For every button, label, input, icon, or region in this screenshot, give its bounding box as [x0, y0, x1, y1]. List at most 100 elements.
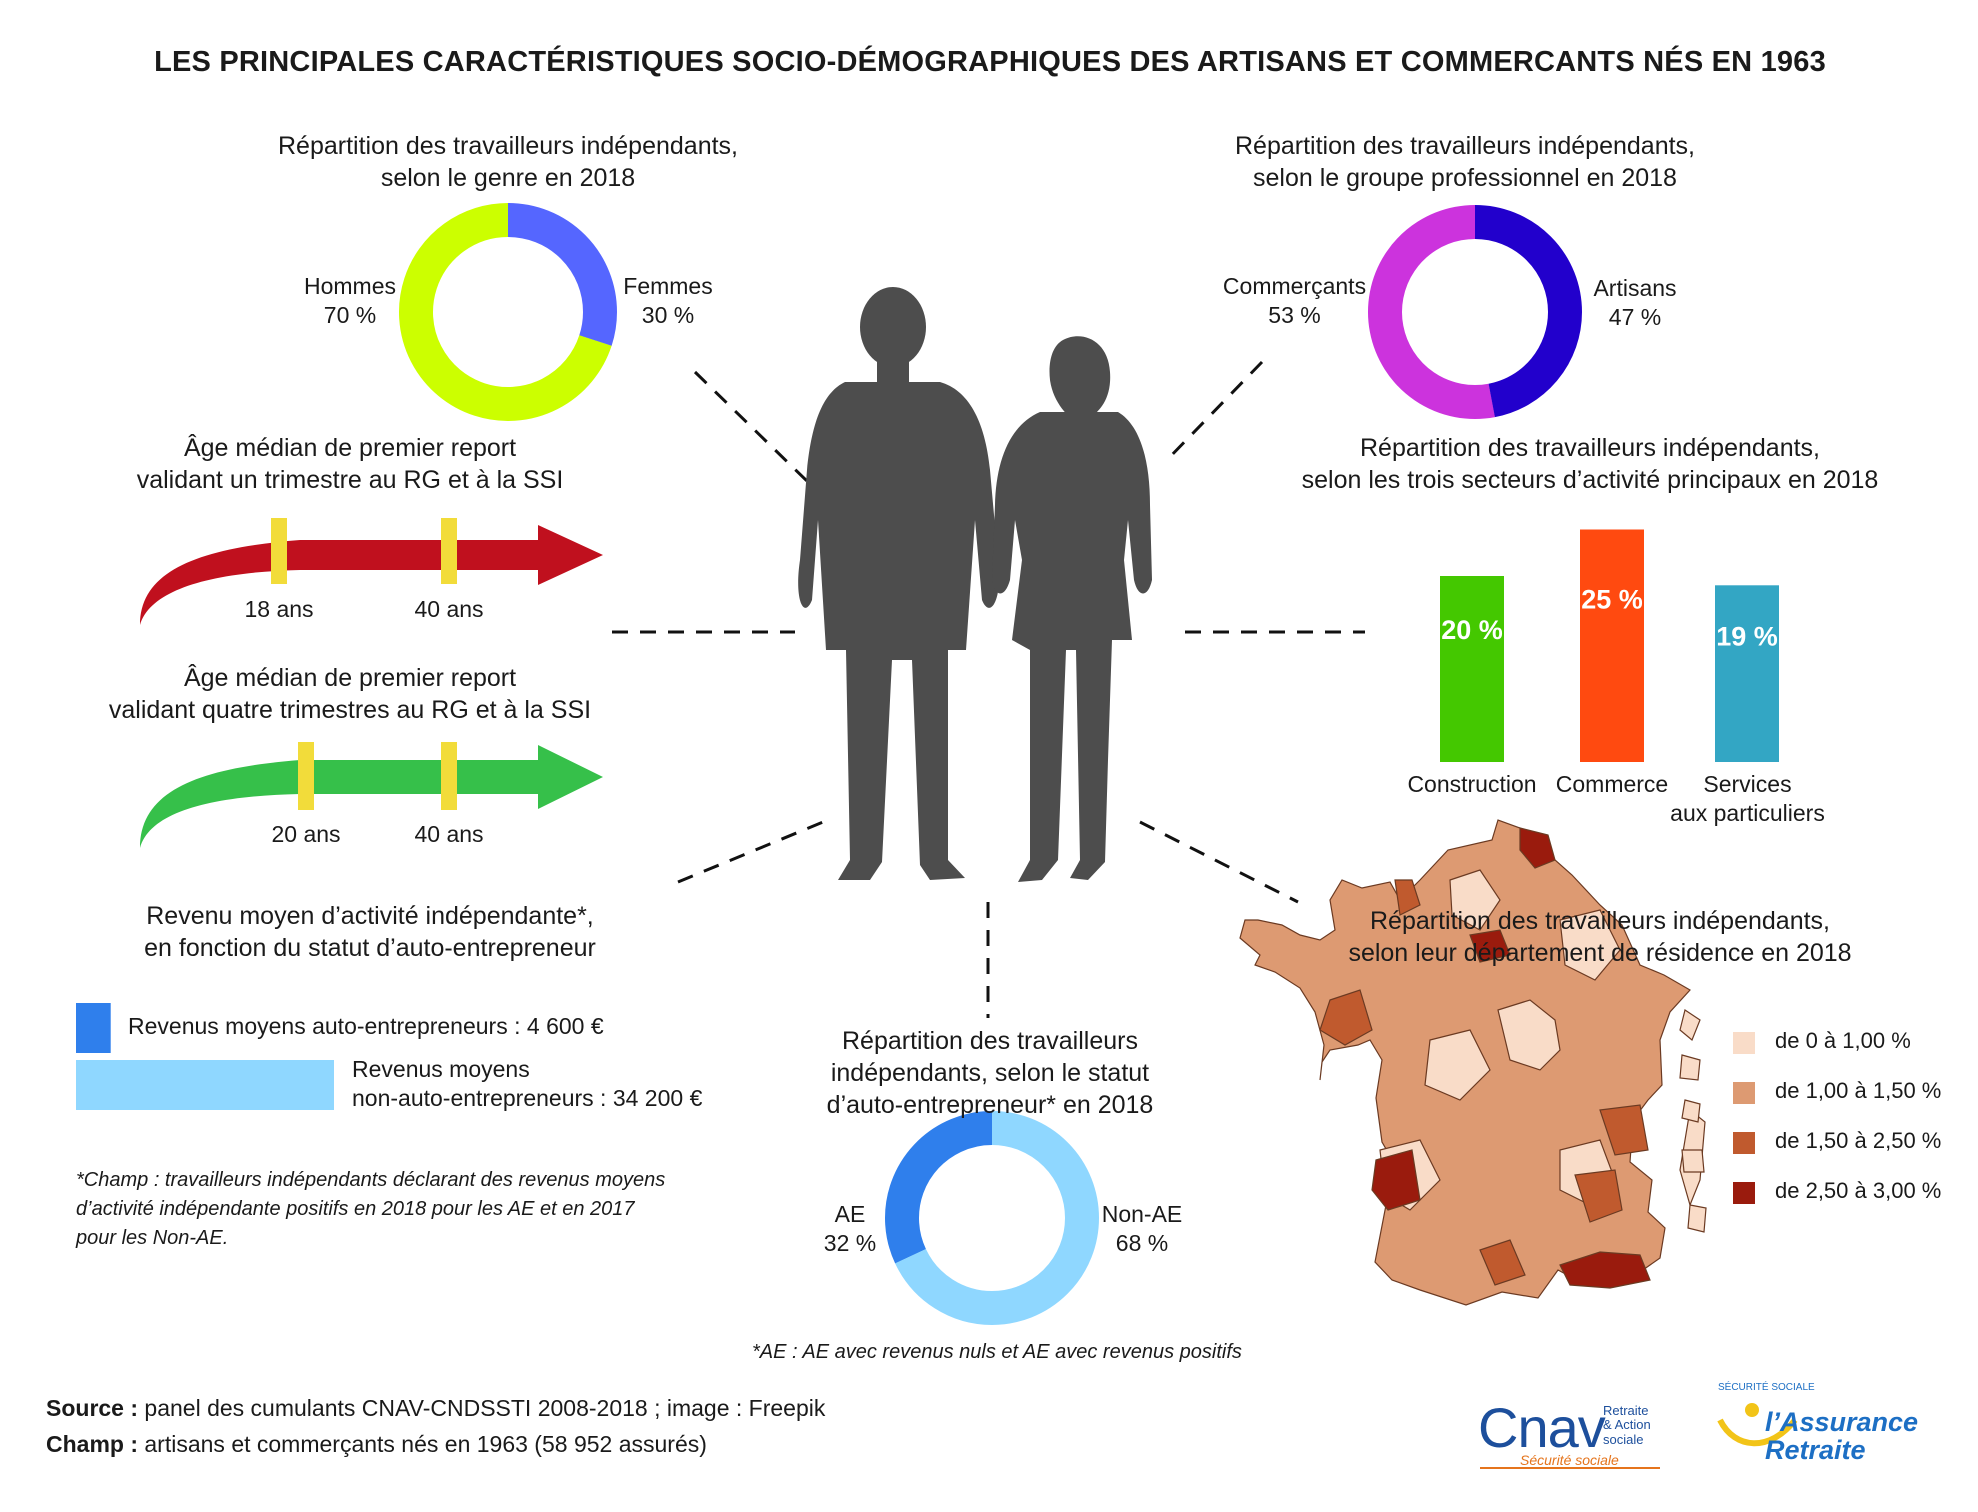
source-text: panel des cumulants CNAV-CNDSSTI 2008-20… [138, 1395, 826, 1421]
map-zone-mid-5 [1479, 1239, 1526, 1286]
silhouettes [798, 287, 1152, 882]
departement-title-line-2: selon leur département de résidence en 2… [1348, 939, 1852, 967]
france-map [1239, 819, 1707, 1306]
map-zone-mid-1 [1394, 879, 1421, 916]
label-hommes: Hommes [303, 273, 396, 299]
legend-label-1: de 0 à 1,00 % [1775, 1028, 1911, 1053]
donut-slice-nonae [885, 1111, 1099, 1325]
age1-marker-label-1: 18 ans [244, 596, 314, 622]
statut-ae-label: AE 32 % [800, 1200, 900, 1259]
groupe-artisans-label: Artisans 47 % [1575, 274, 1695, 333]
secteurs-title: Répartition des travailleurs indépendant… [1240, 432, 1940, 496]
value-hommes: 70 % [323, 302, 377, 329]
arrow-red-shape [140, 525, 603, 625]
age-quatre-trimestres-title: Âge médian de premier report validant qu… [70, 662, 630, 726]
map-zone-dark-paca [1559, 1251, 1651, 1289]
statut-footnote: *AE : AE avec revenus nuls et AE avec re… [752, 1341, 1242, 1363]
groupe-commercants-label: Commerçants 53 % [1212, 272, 1377, 331]
revenu-footnote: *Champ : travailleurs indépendants décla… [76, 1166, 665, 1253]
age-un-trimestre-title: Âge médian de premier report validant un… [90, 432, 610, 496]
marker-age-40b [441, 742, 457, 810]
label-commercants: Commerçants [1222, 273, 1367, 299]
legend-swatch-2 [1733, 1082, 1755, 1104]
donut-genre [399, 203, 617, 421]
map-zone-light-4 [1449, 869, 1501, 931]
legend-swatch-1 [1733, 1032, 1755, 1054]
arrow-age-quatre-trimestres [140, 742, 603, 848]
silhouette-woman [992, 336, 1152, 882]
statut-title-line-3: d’auto-entrepreneur* en 2018 [826, 1091, 1154, 1119]
label-ae: AE [834, 1201, 866, 1227]
map-zone-light-3 [1559, 909, 1621, 981]
bar-value-services: 19 % [1716, 621, 1778, 651]
map-zone-light-2 [1424, 1029, 1491, 1101]
genre-title-line-1: Répartition des travailleurs indépendant… [278, 132, 738, 160]
category-services-line-1: Services [1703, 771, 1792, 797]
groupe-title: Répartition des travailleurs indépendant… [1175, 130, 1755, 194]
bar-revenu-ae [76, 1003, 111, 1053]
map-zone-light-1 [1497, 999, 1561, 1071]
footer-champ: Champ : artisans et commerçants nés en 1… [46, 1428, 707, 1461]
revenu-ae-label: Revenus moyens auto-entrepreneurs : 4 60… [128, 1013, 604, 1039]
revenu-bars [76, 1003, 334, 1110]
map-zone-dark-nord [1519, 827, 1556, 869]
assurance-retraite-swoosh-icon [1717, 1418, 1798, 1447]
genre-femmes-label: Femmes 30 % [608, 272, 728, 331]
champ-text: artisans et commerçants nés en 1963 (58 … [138, 1431, 707, 1457]
connector-lines [612, 360, 1365, 1018]
groupe-title-line-1: Répartition des travailleurs indépendant… [1235, 132, 1695, 160]
revenu-title: Revenu moyen d’activité indépendante*, e… [90, 900, 650, 964]
category-commerce: Commerce [1555, 771, 1669, 797]
age1-title-line-1: Âge médian de premier report [183, 434, 517, 462]
age4-title-line-2: validant quatre trimestres au RG et à la… [108, 696, 592, 724]
assurance-retraite-logo: l’Assurance Retraite [1765, 1408, 1918, 1465]
main-title: LES PRINCIPALES CARACTÉRISTIQUES SOCIO-D… [154, 46, 1826, 78]
cnav-sub-line-1: Retraite [1603, 1403, 1649, 1418]
revenu-note-line-1: *Champ : travailleurs indépendants décla… [76, 1169, 666, 1191]
map-zone-dark-gironde [1371, 1149, 1421, 1211]
secteurs-title-line-2: selon les trois secteurs d’activité prin… [1301, 466, 1879, 494]
assurance-retraite-dot-icon [1745, 1403, 1759, 1417]
map-zone-mid-3 [1574, 1169, 1623, 1223]
revenu-note-line-2: d’activité indépendante positifs en 2018… [76, 1198, 635, 1220]
bar-construction [1440, 576, 1504, 762]
donut-statut [885, 1111, 1099, 1325]
map-overseas [1679, 1009, 1707, 1233]
cnav-logo-subtitle: Retraite & Action sociale [1603, 1403, 1651, 1447]
legend-label-3: de 1,50 à 2,50 % [1775, 1128, 1942, 1153]
assurance-retraite-line-1: l’Assurance [1765, 1407, 1919, 1437]
age1-marker-label-2: 40 ans [414, 596, 484, 622]
bar-commerce [1580, 529, 1644, 762]
marker-age-40 [441, 518, 457, 584]
revenu-title-line-1: Revenu moyen d’activité indépendante*, [146, 902, 594, 930]
cnav-securite-sociale: Sécurité sociale [1520, 1452, 1619, 1468]
donut-slice-artisans [1368, 205, 1582, 419]
bar-value-commerce: 25 % [1581, 585, 1643, 615]
arrow-green-shape [140, 745, 603, 848]
age4-marker-label-2: 40 ans [414, 821, 484, 847]
age4-title-line-1: Âge médian de premier report [183, 664, 517, 692]
legend-label-4: de 2,50 à 3,00 % [1775, 1178, 1942, 1203]
footer-source: Source : panel des cumulants CNAV-CNDSST… [46, 1392, 825, 1425]
legend-swatch-4 [1733, 1182, 1755, 1204]
assurance-retraite-line-2: Retraite [1765, 1435, 1866, 1466]
bar-revenu-nonae [76, 1060, 334, 1110]
donut-groupe [1368, 205, 1582, 419]
category-services: Services aux particuliers [1660, 770, 1835, 829]
category-services-line-2: aux particuliers [1670, 800, 1825, 827]
marker-age-20 [298, 742, 314, 810]
champ-label: Champ : [46, 1431, 138, 1457]
secteurs-bar-chart: 20 % 25 % 19 % [1440, 529, 1779, 762]
cnav-logo: Cnav [1478, 1396, 1606, 1459]
statut-nonae-label: Non-AE 68 % [1082, 1200, 1202, 1259]
connector-genre [693, 370, 810, 484]
cnav-sub-line-3: sociale [1603, 1431, 1644, 1447]
revenu-note-line-3: pour les Non-AE. [76, 1227, 229, 1249]
legend-label-2: de 1,00 à 1,50 % [1775, 1078, 1942, 1103]
legend-swatch-3 [1733, 1132, 1755, 1154]
silhouette-man [798, 287, 1000, 880]
map-zone-mid-4 [1599, 1104, 1649, 1156]
map-zone-dark-paris [1469, 929, 1511, 963]
value-commercants: 53 % [1268, 302, 1321, 329]
value-ae: 32 % [823, 1230, 877, 1257]
